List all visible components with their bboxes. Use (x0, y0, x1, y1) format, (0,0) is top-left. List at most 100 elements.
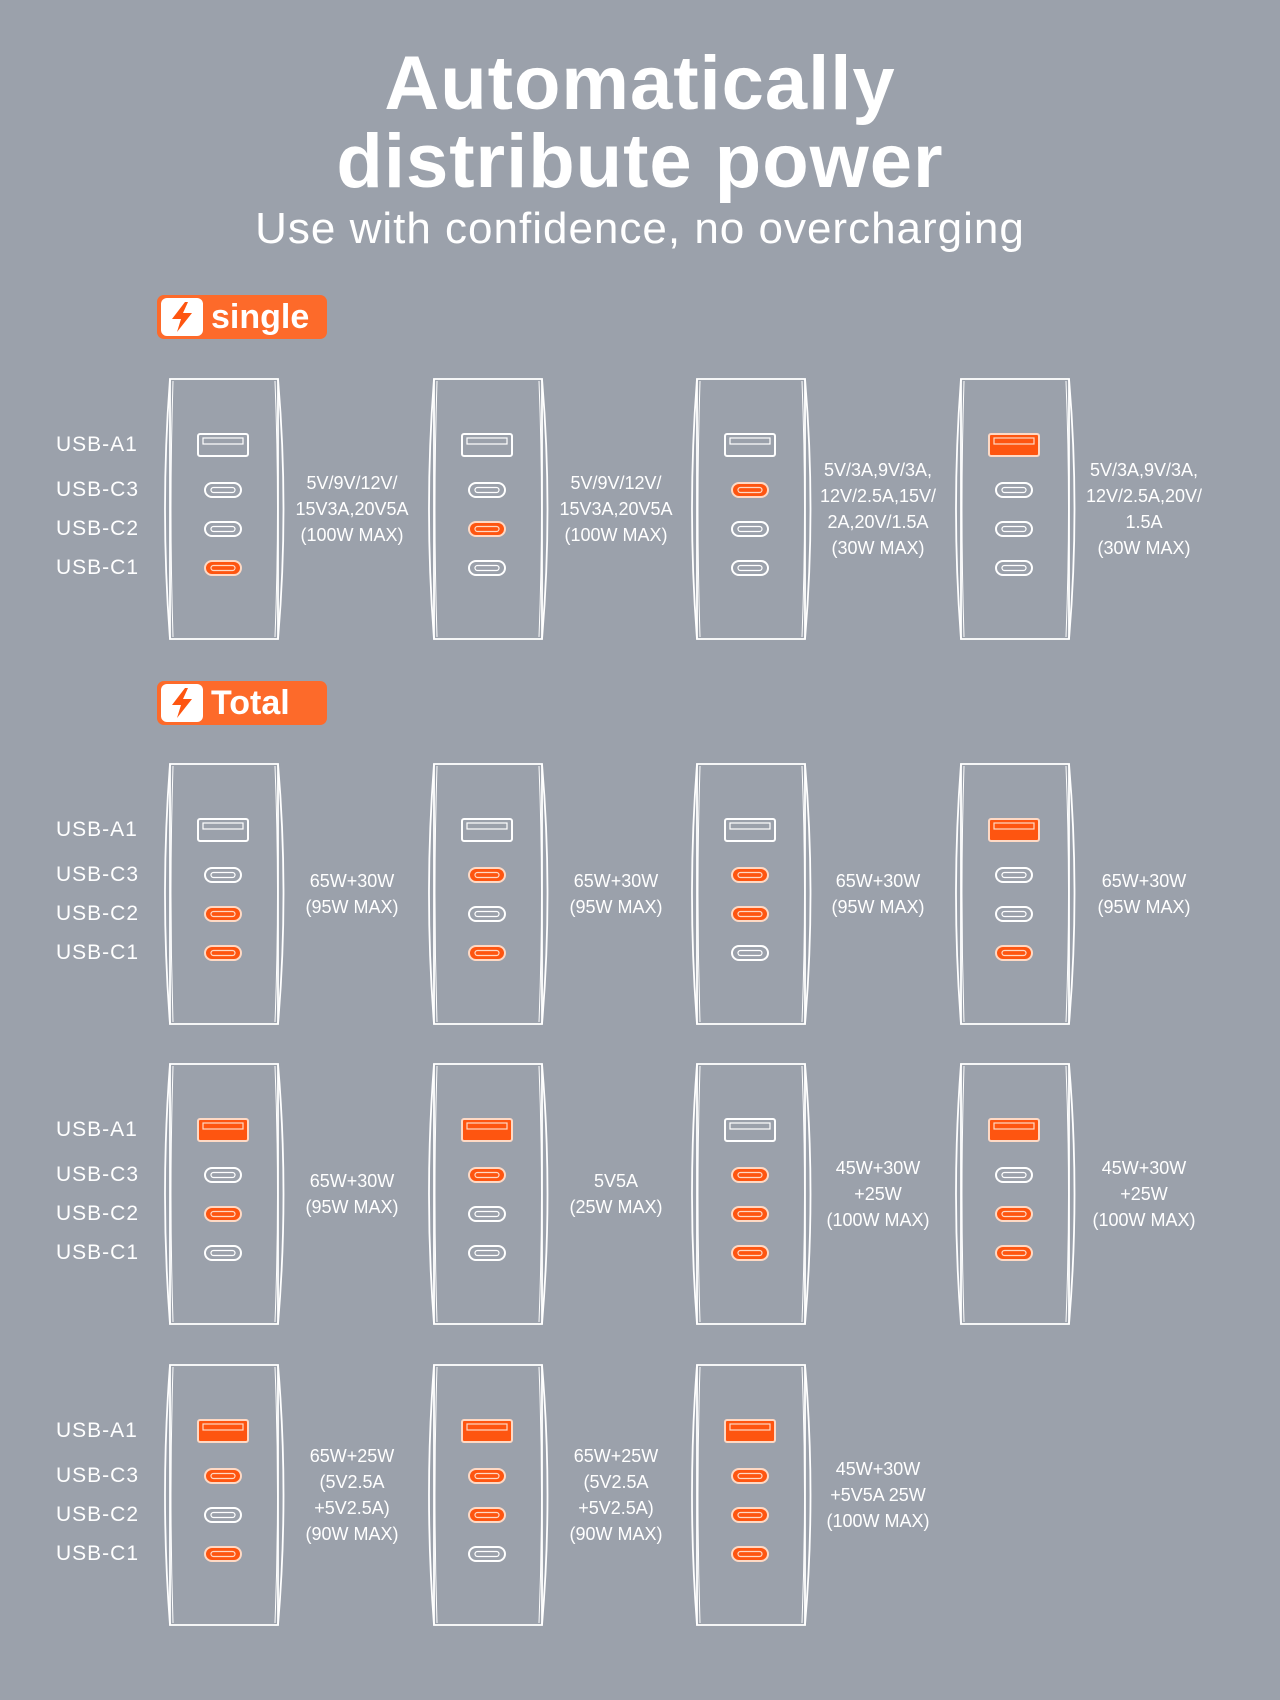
usb-c-port-icon (468, 1245, 506, 1261)
usb-c-port-icon-active (731, 1546, 769, 1562)
usb-c-port-icon (468, 906, 506, 922)
port-label-usb-c1: USB-C1 (56, 941, 140, 964)
power-spec: 5V/3A,9V/3A, 12V/2.5A,20V/1.5A (30W MAX) (1059, 457, 1229, 561)
power-spec-line: 15V3A,20V5A (559, 499, 673, 519)
charger-diagram (687, 763, 817, 1025)
power-spec-line: (100W MAX) (826, 1511, 930, 1531)
charger-outline-icon (164, 1364, 285, 1626)
power-spec: 5V/9V/12V/15V3A,20V5A (100W MAX) (267, 470, 437, 548)
charger-diagram (687, 1364, 817, 1626)
power-spec-line: (25W MAX) (569, 1197, 663, 1217)
usb-c-port-icon (204, 521, 242, 537)
usb-c-port-icon-active (204, 1546, 242, 1562)
power-spec-line: (95W MAX) (305, 1197, 399, 1217)
power-spec-line: (95W MAX) (569, 897, 663, 917)
charger-outline-icon (428, 1364, 549, 1626)
power-spec: 65W+25W (5V2.5A +5V2.5A) (90W MAX) (267, 1443, 437, 1547)
port-label-usb-c3: USB-C3 (56, 1464, 140, 1487)
usb-c-port-icon-active (468, 1507, 506, 1523)
power-spec-line: (90W MAX) (569, 1524, 663, 1544)
port-label-usb-a1: USB-A1 (56, 1118, 138, 1141)
usb-a-port-icon-active (461, 1118, 513, 1142)
power-spec-line: 5V/9V/12V/ (570, 473, 662, 493)
power-spec: 45W+30W +25W (100W MAX) (1059, 1155, 1229, 1233)
usb-a-port-icon (461, 818, 513, 842)
power-spec-line: +5V2.5A) (578, 1498, 654, 1518)
subtitle: Use with confidence, no overcharging (255, 204, 1025, 253)
section-badge-total: Total (157, 681, 327, 725)
power-spec: 5V/3A,9V/3A, 12V/2.5A,15V/2A,20V/1.5A (30W… (793, 457, 963, 561)
charger-outline-icon (428, 763, 549, 1025)
power-spec-line: 45W+30W (835, 1158, 921, 1178)
usb-c-port-icon (468, 482, 506, 498)
usb-c-port-icon (468, 1546, 506, 1562)
port-label-usb-c1: USB-C1 (56, 1542, 140, 1565)
port-label-usb-c2: USB-C2 (56, 517, 140, 540)
power-spec-line: (95W MAX) (831, 897, 925, 917)
power-spec-line: (95W MAX) (1097, 897, 1191, 917)
port-label-usb-c2: USB-C2 (56, 1503, 140, 1526)
charger-diagram (687, 1063, 817, 1325)
usb-c-port-icon-active (731, 1167, 769, 1183)
lightning-icon (161, 298, 203, 336)
power-spec-line: +5V5A 25W (830, 1485, 926, 1505)
power-spec-line: (5V2.5A (583, 1472, 649, 1492)
usb-c-port-icon (995, 521, 1033, 537)
usb-c-port-icon (995, 560, 1033, 576)
usb-c-port-icon (204, 1507, 242, 1523)
charger-outline-icon (164, 378, 285, 640)
usb-c-port-icon (731, 560, 769, 576)
usb-c-port-icon (995, 482, 1033, 498)
usb-c-port-icon-active (468, 945, 506, 961)
charger-diagram (424, 378, 554, 640)
power-spec-line: 65W+25W (309, 1446, 395, 1466)
usb-c-port-icon-active (995, 1245, 1033, 1261)
power-spec-line: 5V/9V/12V/ (306, 473, 398, 493)
charger-outline-icon (691, 378, 812, 640)
usb-c-port-icon-active (204, 1468, 242, 1484)
power-spec: 45W+30W +5V5A 25W (100W MAX) (793, 1456, 963, 1534)
power-spec: 65W+25W (5V2.5A +5V2.5A) (90W MAX) (531, 1443, 701, 1547)
charger-diagram (160, 378, 290, 640)
usb-c-port-icon-active (468, 1468, 506, 1484)
usb-c-port-icon-active (731, 1245, 769, 1261)
port-label-usb-c2: USB-C2 (56, 902, 140, 925)
power-spec-line: 2A,20V/1.5A (827, 512, 929, 532)
port-label-usb-a1: USB-A1 (56, 818, 138, 841)
charger-diagram (951, 763, 1081, 1025)
usb-c-port-icon (468, 560, 506, 576)
section-badge-label: Total (211, 683, 290, 722)
usb-c-port-icon (995, 867, 1033, 883)
usb-a-port-icon (197, 818, 249, 842)
usb-c-port-icon (204, 482, 242, 498)
port-label-usb-c3: USB-C3 (56, 1163, 140, 1186)
power-spec-line: +25W (1120, 1184, 1168, 1204)
power-spec-line: 5V5A (593, 1171, 639, 1191)
usb-a-port-icon-active (197, 1419, 249, 1443)
charger-diagram (687, 378, 817, 640)
usb-a-port-icon (724, 433, 776, 457)
power-spec-line: (100W MAX) (564, 525, 668, 545)
charger-diagram (424, 1063, 554, 1325)
charger-diagram (160, 763, 290, 1025)
charger-diagram (951, 378, 1081, 640)
port-label-usb-c1: USB-C1 (56, 1241, 140, 1264)
charger-diagram (160, 1364, 290, 1626)
usb-c-port-icon-active (204, 906, 242, 922)
power-spec-line: (100W MAX) (300, 525, 404, 545)
power-spec-line: 65W+30W (573, 871, 659, 891)
port-label-usb-a1: USB-A1 (56, 433, 138, 456)
usb-c-port-icon (204, 867, 242, 883)
power-spec-line: 1.5A (1125, 512, 1163, 532)
usb-c-port-icon-active (731, 1507, 769, 1523)
usb-a-port-icon (724, 1118, 776, 1142)
usb-c-port-icon-active (204, 1206, 242, 1222)
usb-c-port-icon (731, 945, 769, 961)
section-badge-single: single (157, 295, 327, 339)
power-spec-line: +25W (854, 1184, 902, 1204)
usb-a-port-icon-active (461, 1419, 513, 1443)
charger-outline-icon (691, 763, 812, 1025)
usb-a-port-icon-active (988, 818, 1040, 842)
usb-c-port-icon-active (468, 867, 506, 883)
power-spec-line: 65W+30W (309, 871, 395, 891)
